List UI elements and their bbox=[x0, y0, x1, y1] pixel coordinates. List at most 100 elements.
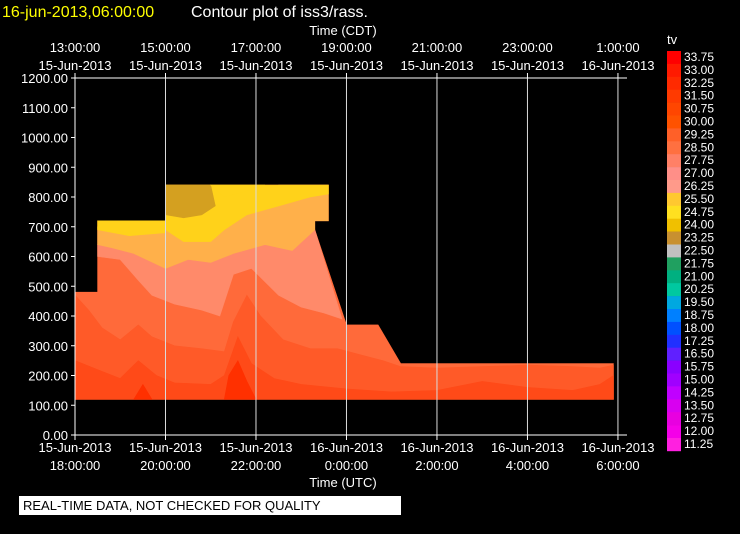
bottom-tick-date: 15-Jun-2013 bbox=[219, 440, 292, 455]
bottom-tick-time: 20:00:00 bbox=[140, 458, 191, 473]
legend-level-label: 29.25 bbox=[684, 127, 714, 141]
legend-swatch-4 bbox=[667, 102, 681, 116]
contour-region-8 bbox=[97, 220, 166, 237]
bottom-tick-time: 6:00:00 bbox=[596, 458, 639, 473]
bottom-tick-time: 0:00:00 bbox=[325, 458, 368, 473]
legend-swatch-28 bbox=[667, 412, 681, 426]
legend-level-label: 17.25 bbox=[684, 334, 714, 348]
legend-level-label: 27.75 bbox=[684, 153, 714, 167]
contour-regions bbox=[74, 184, 614, 400]
legend-level-label: 18.00 bbox=[684, 321, 714, 335]
top-tick-time: 21:00:00 bbox=[412, 40, 463, 55]
legend-level-label: 23.25 bbox=[684, 231, 714, 245]
legend-swatch-14 bbox=[667, 231, 681, 245]
contour-region-10 bbox=[209, 184, 266, 198]
legend-level-label: 14.25 bbox=[684, 385, 714, 399]
legend-swatch-0 bbox=[667, 51, 681, 65]
legend-swatch-23 bbox=[667, 347, 681, 361]
legend-swatch-29 bbox=[667, 425, 681, 439]
legend-swatch-30 bbox=[667, 438, 681, 452]
bottom-tick-time: 18:00:00 bbox=[50, 458, 101, 473]
legend-swatch-26 bbox=[667, 386, 681, 400]
legend-level-label: 15.00 bbox=[684, 373, 714, 387]
contour-region-1 bbox=[74, 294, 614, 400]
legend-level-label: 18.75 bbox=[684, 308, 714, 322]
top-tick-time: 13:00:00 bbox=[50, 40, 101, 55]
y-tick-label: 1100.00 bbox=[22, 101, 68, 116]
legend-swatch-10 bbox=[667, 180, 681, 194]
legend-variable: tv bbox=[667, 32, 678, 47]
vertical-gridlines bbox=[164, 78, 619, 435]
y-tick-label: 600.00 bbox=[28, 250, 68, 265]
legend-swatch-19 bbox=[667, 296, 681, 310]
legend-level-label: 21.00 bbox=[684, 269, 714, 283]
bottom-tick-date: 16-Jun-2013 bbox=[491, 440, 564, 455]
legend-swatch-20 bbox=[667, 309, 681, 323]
legend-level-label: 20.25 bbox=[684, 282, 714, 296]
legend-level-label: 24.75 bbox=[684, 205, 714, 219]
legend-swatch-6 bbox=[667, 128, 681, 142]
y-tick-label: 300.00 bbox=[28, 339, 68, 354]
legend-swatch-1 bbox=[667, 63, 681, 78]
bottom-tick-date: 16-Jun-2013 bbox=[581, 440, 654, 455]
legend-level-label: 19.50 bbox=[684, 295, 714, 309]
legend-swatch-8 bbox=[667, 154, 681, 168]
top-tick-time: 15:00:00 bbox=[140, 40, 191, 55]
legend-swatch-15 bbox=[667, 244, 681, 258]
y-tick-label: 700.00 bbox=[28, 220, 68, 235]
y-tick-label: 900.00 bbox=[28, 160, 68, 175]
top-tick-date: 15-Jun-2013 bbox=[400, 58, 473, 73]
y-tick-label: 400.00 bbox=[28, 309, 68, 324]
bottom-tick-time: 2:00:00 bbox=[415, 458, 458, 473]
legend-swatch-2 bbox=[667, 76, 681, 90]
bottom-tick-time: 4:00:00 bbox=[506, 458, 549, 473]
legend-level-label: 11.25 bbox=[684, 437, 713, 451]
legend-swatch-25 bbox=[667, 373, 681, 387]
chart-title: Contour plot of iss3/rass. bbox=[191, 4, 368, 21]
y-tick-label: 500.00 bbox=[28, 279, 68, 294]
legend-swatch-3 bbox=[667, 89, 681, 103]
y-tick-label: 200.00 bbox=[28, 369, 68, 384]
legend-swatch-27 bbox=[667, 399, 681, 413]
legend-swatch-21 bbox=[667, 321, 681, 336]
header-timestamp: 16-jun-2013,06:00:00 bbox=[2, 4, 154, 21]
y-tick-label: 1200.00 bbox=[21, 71, 68, 86]
legend-level-label: 12.75 bbox=[684, 411, 714, 425]
legend-swatch-5 bbox=[667, 115, 681, 129]
y-tick-label: 100.00 bbox=[28, 398, 68, 413]
legend-swatch-7 bbox=[667, 141, 681, 155]
legend-level-label: 22.50 bbox=[684, 244, 714, 258]
legend-level-label: 15.75 bbox=[684, 360, 714, 374]
quality-warning: REAL-TIME DATA, NOT CHECKED FOR QUALITY bbox=[19, 496, 401, 515]
legend-level-label: 16.50 bbox=[684, 347, 714, 361]
legend-level-label: 32.25 bbox=[684, 76, 714, 90]
legend-level-label: 12.00 bbox=[684, 424, 714, 438]
legend-swatch-11 bbox=[667, 192, 681, 207]
top-tick-date: 15-Jun-2013 bbox=[491, 58, 564, 73]
top-tick-date: 15-Jun-2013 bbox=[310, 58, 383, 73]
plot-axes: 0.00 100.00 200.00 300.00 400.00 500.00 600.00… bbox=[21, 40, 654, 473]
legend-swatch-12 bbox=[667, 205, 681, 219]
bottom-tick-date: 16-Jun-2013 bbox=[400, 440, 473, 455]
legend-level-label: 28.50 bbox=[684, 140, 714, 154]
legend-level-label: 33.75 bbox=[684, 50, 714, 64]
top-tick-date: 15-Jun-2013 bbox=[219, 58, 292, 73]
legend-level-label: 21.75 bbox=[684, 256, 714, 270]
legend-swatch-22 bbox=[667, 334, 681, 348]
legend-swatch-24 bbox=[667, 360, 681, 374]
legend-swatch-18 bbox=[667, 283, 681, 297]
bottom-axis-label: Time (UTC) bbox=[309, 475, 376, 490]
legend-swatch-13 bbox=[667, 218, 681, 232]
top-tick-time: 1:00:00 bbox=[596, 40, 639, 55]
contour-region-2 bbox=[74, 336, 614, 400]
contour-region-3 bbox=[133, 383, 153, 400]
top-tick-time: 17:00:00 bbox=[231, 40, 282, 55]
top-tick-date: 16-Jun-2013 bbox=[581, 58, 654, 73]
legend-level-label: 33.00 bbox=[684, 63, 714, 77]
contour-region-4 bbox=[223, 359, 257, 400]
legend-level-label: 24.00 bbox=[684, 218, 714, 232]
bottom-tick-time: 22:00:00 bbox=[231, 458, 282, 473]
legend-level-label: 25.50 bbox=[684, 192, 714, 206]
colorbar-legend: 33.7533.0032.2531.5030.7530.0029.2528.50… bbox=[667, 50, 714, 452]
